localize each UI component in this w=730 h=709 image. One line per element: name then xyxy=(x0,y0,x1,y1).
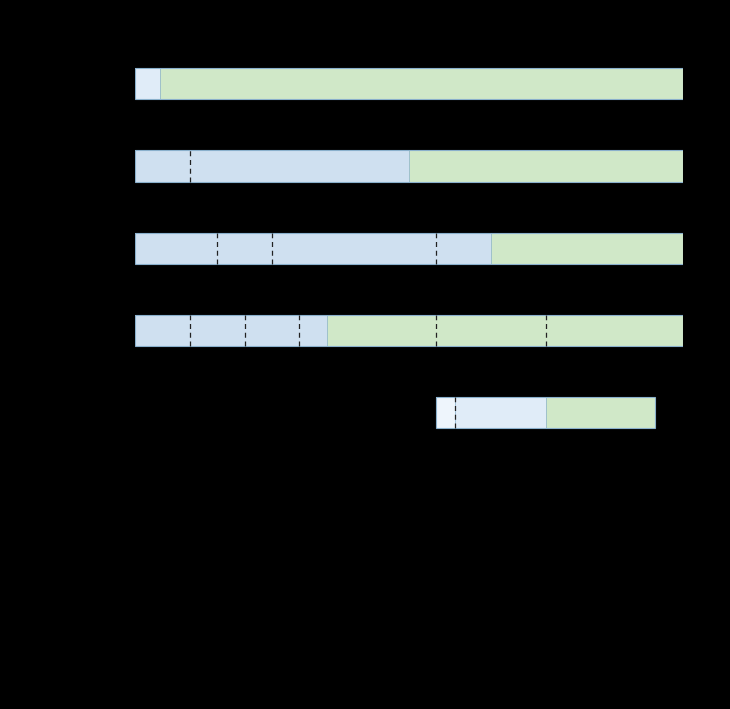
Bar xyxy=(327,315,683,346)
Bar xyxy=(456,397,545,428)
Bar xyxy=(437,397,456,428)
Bar xyxy=(135,315,327,346)
Bar xyxy=(545,397,656,428)
Bar xyxy=(135,233,491,264)
Bar xyxy=(491,233,683,264)
Bar xyxy=(160,68,683,99)
Bar xyxy=(135,68,160,99)
Bar xyxy=(135,150,409,182)
Bar xyxy=(409,150,683,182)
